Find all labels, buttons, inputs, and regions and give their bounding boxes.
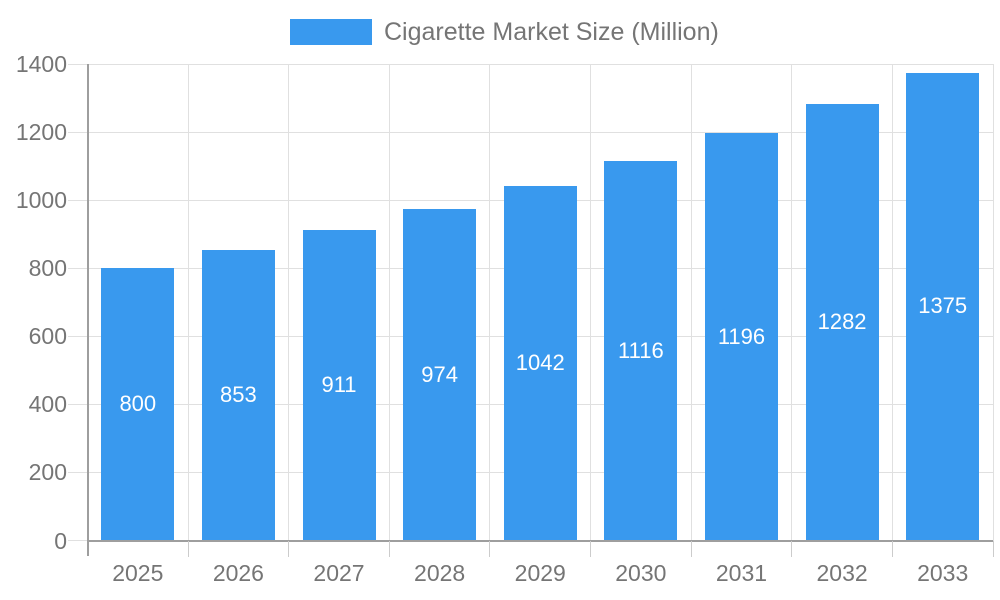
x-axis-label: 2026: [212, 560, 264, 586]
x-gridline: [891, 64, 893, 541]
y-tick: [67, 267, 88, 269]
bar-value-label: 853: [220, 382, 257, 408]
y-tick: [67, 540, 88, 541]
y-tick: [67, 471, 88, 473]
bar-2033: 1375: [906, 72, 980, 541]
y-tick: [67, 131, 88, 133]
bar-2025: 800: [101, 268, 175, 541]
y-tick: [67, 63, 88, 65]
x-gridline: [690, 64, 692, 541]
x-tick: [388, 540, 390, 557]
bar-2027: 911: [302, 230, 376, 541]
x-gridline: [388, 64, 390, 541]
legend-swatch: [290, 19, 372, 45]
bar-value-label: 974: [421, 361, 458, 387]
x-gridline: [590, 64, 592, 541]
y-gridline: [87, 131, 993, 133]
bar-2032: 1282: [805, 104, 879, 541]
y-axis-label: 0: [54, 527, 67, 554]
x-axis-label: 2032: [816, 560, 868, 586]
x-axis-label: 2027: [313, 560, 365, 586]
x-axis-label: 2029: [514, 560, 566, 586]
x-axis-label: 2031: [715, 560, 768, 586]
bar-value-label: 800: [119, 391, 157, 417]
y-axis-label: 1200: [15, 119, 67, 146]
bar-2028: 974: [403, 208, 477, 541]
x-gridline: [992, 64, 994, 541]
y-tick: [67, 403, 88, 405]
bar-2026: 853: [201, 250, 275, 541]
y-axis-line: [86, 64, 89, 556]
y-tick: [67, 335, 88, 337]
x-axis-line: [86, 539, 993, 542]
x-tick: [590, 540, 592, 557]
bar-2029: 1042: [503, 185, 577, 541]
x-axis-label: 2025: [112, 560, 164, 586]
y-tick: [67, 199, 88, 201]
bar-value-label: 1116: [618, 337, 664, 363]
bar-2030: 1116: [604, 160, 678, 541]
y-axis-label: 1000: [15, 187, 67, 214]
x-tick: [690, 540, 692, 557]
x-gridline: [489, 64, 491, 541]
bar-value-label: 911: [321, 372, 357, 398]
y-axis-label: 800: [28, 255, 67, 282]
legend-label: Cigarette Market Size (Million): [384, 18, 719, 46]
x-gridline: [187, 64, 189, 541]
y-axis-label: 600: [28, 323, 67, 350]
bar-value-label: 1196: [717, 323, 766, 349]
legend: Cigarette Market Size (Million): [290, 19, 719, 45]
bar-value-label: 1282: [817, 309, 867, 335]
y-axis-label: 200: [28, 459, 67, 486]
x-tick: [791, 540, 793, 557]
x-tick: [992, 540, 994, 557]
bar-value-label: 1375: [918, 293, 968, 319]
x-axis-label: 2030: [615, 560, 667, 586]
x-gridline: [791, 64, 793, 541]
x-gridline: [288, 64, 290, 541]
y-gridline: [87, 63, 993, 65]
x-tick: [288, 540, 290, 557]
x-tick: [187, 540, 189, 557]
y-axis-label: 1400: [15, 51, 67, 77]
x-axis-label: 2033: [917, 560, 969, 586]
x-axis-label: 2028: [414, 560, 466, 586]
bar-value-label: 1042: [515, 350, 565, 376]
x-tick: [489, 540, 491, 557]
bar-2031: 1196: [704, 133, 778, 541]
x-tick: [891, 540, 893, 557]
y-axis-label: 400: [28, 391, 67, 418]
